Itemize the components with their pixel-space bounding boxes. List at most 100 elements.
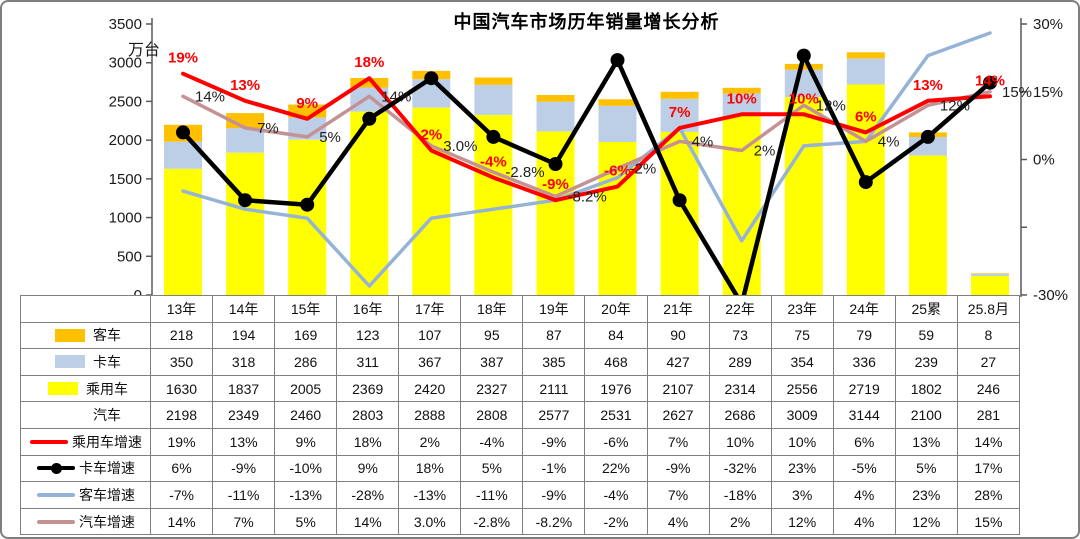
table-cell: 2107 xyxy=(646,374,710,403)
auto-growth-line-label: 3.0% xyxy=(443,138,477,155)
auto-growth-line xyxy=(181,90,992,199)
left-axis-tick-label: 2500 xyxy=(109,93,142,110)
table-cell: 239 xyxy=(894,348,958,376)
row-label: 汽车 xyxy=(93,407,121,424)
table-cell: 13% xyxy=(894,427,958,456)
table-cell: 14% xyxy=(149,507,214,536)
auto-growth-row-label-cell: 汽车增速 xyxy=(20,507,151,536)
stacked-bars xyxy=(164,52,1009,295)
table-cell: 2% xyxy=(398,427,462,456)
truck-growth-line-marker xyxy=(362,111,377,126)
table-cell: 1837 xyxy=(212,374,276,403)
table-cell: 3.0% xyxy=(398,507,462,536)
auto-growth-line-label: 12% xyxy=(940,97,970,114)
year-header-cell: 22年 xyxy=(708,295,772,323)
table-cell: 169 xyxy=(274,321,338,350)
left-axis-tick-label: 500 xyxy=(117,248,142,265)
table-cell: 87 xyxy=(522,321,586,350)
auto-growth-line-label: 14% xyxy=(195,88,225,105)
table-cell: 5% xyxy=(894,454,958,483)
table-cell: 9% xyxy=(274,427,338,456)
table-header: 13年 14年 15年 16年 17年 18年 19年 20年 21年 22年 23年 24年 25累 2… xyxy=(20,295,1021,323)
truck-growth-line-marker xyxy=(548,157,563,171)
table-cell: 3% xyxy=(770,481,834,509)
table-cell: 2460 xyxy=(274,401,338,429)
table-cell: 14% xyxy=(956,427,1021,456)
passenger-growth-line-label: 19% xyxy=(168,50,198,67)
truck-bar-segment xyxy=(536,101,575,132)
table-cell: 2327 xyxy=(460,374,524,403)
table-cell: 2314 xyxy=(708,374,772,403)
table-cell: -11% xyxy=(212,481,276,509)
year-header-cell: 25累 xyxy=(894,295,958,323)
truck-bar-segment xyxy=(598,105,637,142)
year-header-cell: 16年 xyxy=(336,295,400,323)
passenger-growth-line-label: 10% xyxy=(789,90,819,107)
table-cell: -1% xyxy=(522,454,586,483)
right-axis: 30% 15% 0% -30% xyxy=(1020,16,1068,302)
bus-bar-segment xyxy=(784,63,823,70)
sales-data-table: 13年 14年 15年 16年 17年 18年 19年 20年 21年 22年 23年 24年 25累 2… xyxy=(20,295,1021,536)
passenger-growth-line-label: 10% xyxy=(727,90,757,107)
table-cell: 311 xyxy=(336,348,400,376)
table-cell: -4% xyxy=(460,427,524,456)
table-cell: -4% xyxy=(584,481,648,509)
table-cell: 84 xyxy=(584,321,648,350)
table-cell: 2808 xyxy=(460,401,524,429)
passenger-bar-segment xyxy=(660,131,699,295)
table-cell: 427 xyxy=(646,348,710,376)
passenger-bar-segment xyxy=(846,84,885,295)
table-cell: 4% xyxy=(646,507,710,536)
table-cell: 318 xyxy=(212,348,276,376)
table-cell: -18% xyxy=(708,481,772,509)
auto-growth-row: 汽车增速 14% 7% 5% 14% 3.0% -2.8% -8.2% -2% 4% 2% 12% 4%… xyxy=(20,507,1021,536)
table-cell: -11% xyxy=(460,481,524,509)
left-axis-tick-label: 1000 xyxy=(109,210,142,227)
passenger-bar-segment xyxy=(412,107,451,295)
table-cell: 3009 xyxy=(770,401,834,429)
auto-growth-line-label: -2% xyxy=(630,161,657,178)
bus-row-legend-swatch-icon xyxy=(50,327,90,343)
table-cell: 2531 xyxy=(584,401,648,429)
table-cell: 2369 xyxy=(336,374,400,403)
table-cell: 4% xyxy=(832,481,896,509)
bus-bar-segment xyxy=(474,77,513,85)
passenger-bar-segment xyxy=(784,97,823,295)
row-label: 乘用车增速 xyxy=(72,433,142,450)
passenger-growth-line-label: -6% xyxy=(604,163,631,180)
truck-growth-line-marker xyxy=(424,71,439,86)
table-cell: 12% xyxy=(894,507,958,536)
table-cell: 19% xyxy=(149,427,214,456)
table-cell: 75 xyxy=(770,321,834,350)
year-header-cell: 15年 xyxy=(274,295,338,323)
truck-growth-line-marker xyxy=(983,75,997,90)
truck-row-label-cell: 卡车 xyxy=(20,348,151,376)
table-cell: 22% xyxy=(584,454,648,483)
table-cell: 289 xyxy=(708,348,772,376)
table-cell: 5% xyxy=(274,507,338,536)
passenger-growth-line-label: 13% xyxy=(230,77,260,94)
table-cell: 6% xyxy=(832,427,896,456)
auto-growth-line-label: 15% xyxy=(1002,84,1032,101)
passenger-growth-line-label: 7% xyxy=(669,104,691,121)
row-label: 乘用车 xyxy=(86,380,128,397)
table-cell: 14% xyxy=(336,507,400,536)
auto-growth-line-label: -8.2% xyxy=(568,189,607,206)
truck-row-legend-swatch-icon xyxy=(50,354,90,370)
table-cell: -10% xyxy=(274,454,338,483)
year-header-cell: 19年 xyxy=(522,295,586,323)
table-cell: 17% xyxy=(956,454,1021,483)
year-header-cell: 14年 xyxy=(212,295,276,323)
table-cell: 10% xyxy=(770,427,834,456)
auto-growth-line-label: 14% xyxy=(381,88,411,105)
table-cell: 90 xyxy=(646,321,710,350)
table-cell: 10% xyxy=(708,427,772,456)
table-header-row: 13年 14年 15年 16年 17年 18年 19年 20年 21年 22年 23年 24年 25累 2… xyxy=(20,295,1021,323)
row-label: 卡车 xyxy=(93,353,121,370)
bus-growth-row-label-cell: 客车增速 xyxy=(20,481,151,509)
truck-bar-segment xyxy=(722,93,761,116)
year-header-cell: 23年 xyxy=(770,295,834,323)
passenger-growth-line-label: 6% xyxy=(855,108,877,125)
table-cell: -13% xyxy=(274,481,338,509)
table-cell: 336 xyxy=(832,348,896,376)
